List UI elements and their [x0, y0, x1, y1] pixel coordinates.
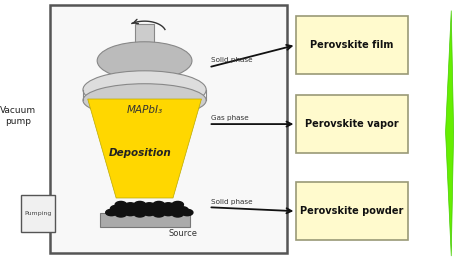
- Text: Perovskite powder: Perovskite powder: [300, 206, 404, 216]
- Text: Gas phase: Gas phase: [211, 115, 249, 121]
- Circle shape: [110, 205, 122, 212]
- Circle shape: [139, 207, 150, 213]
- Circle shape: [144, 203, 155, 209]
- Text: Vacuum
pump: Vacuum pump: [0, 106, 36, 126]
- Text: Perovskite film: Perovskite film: [310, 40, 393, 50]
- Circle shape: [182, 209, 193, 216]
- Bar: [296, 182, 408, 240]
- Circle shape: [144, 209, 155, 216]
- Circle shape: [172, 211, 183, 217]
- Circle shape: [163, 203, 174, 209]
- Text: Perovskite vapor: Perovskite vapor: [305, 119, 399, 129]
- Circle shape: [158, 207, 169, 213]
- Ellipse shape: [83, 84, 206, 117]
- Circle shape: [134, 211, 146, 217]
- Polygon shape: [88, 99, 201, 198]
- Circle shape: [129, 205, 141, 212]
- Bar: [100, 213, 190, 227]
- Text: Solid phase: Solid phase: [211, 57, 253, 63]
- Circle shape: [177, 207, 188, 213]
- Ellipse shape: [83, 71, 206, 109]
- Text: Pumping: Pumping: [24, 211, 52, 216]
- Circle shape: [120, 207, 131, 213]
- Bar: [135, 24, 154, 66]
- Circle shape: [172, 201, 183, 208]
- Circle shape: [125, 203, 136, 209]
- Bar: [296, 16, 408, 74]
- Circle shape: [106, 209, 117, 216]
- Circle shape: [167, 205, 179, 212]
- Text: MAPbI₃: MAPbI₃: [127, 105, 163, 115]
- Text: Deposition: Deposition: [109, 148, 171, 158]
- Bar: [21, 195, 55, 232]
- Circle shape: [115, 211, 127, 217]
- Bar: [296, 95, 408, 153]
- Circle shape: [148, 205, 160, 212]
- Circle shape: [134, 201, 146, 208]
- Circle shape: [125, 209, 136, 216]
- Text: Solid phase: Solid phase: [211, 199, 253, 205]
- Polygon shape: [446, 11, 454, 256]
- Circle shape: [115, 201, 127, 208]
- Circle shape: [153, 211, 164, 217]
- Circle shape: [163, 209, 174, 216]
- Ellipse shape: [97, 42, 192, 80]
- Circle shape: [153, 201, 164, 208]
- Bar: [50, 5, 287, 253]
- Text: Source: Source: [168, 229, 197, 238]
